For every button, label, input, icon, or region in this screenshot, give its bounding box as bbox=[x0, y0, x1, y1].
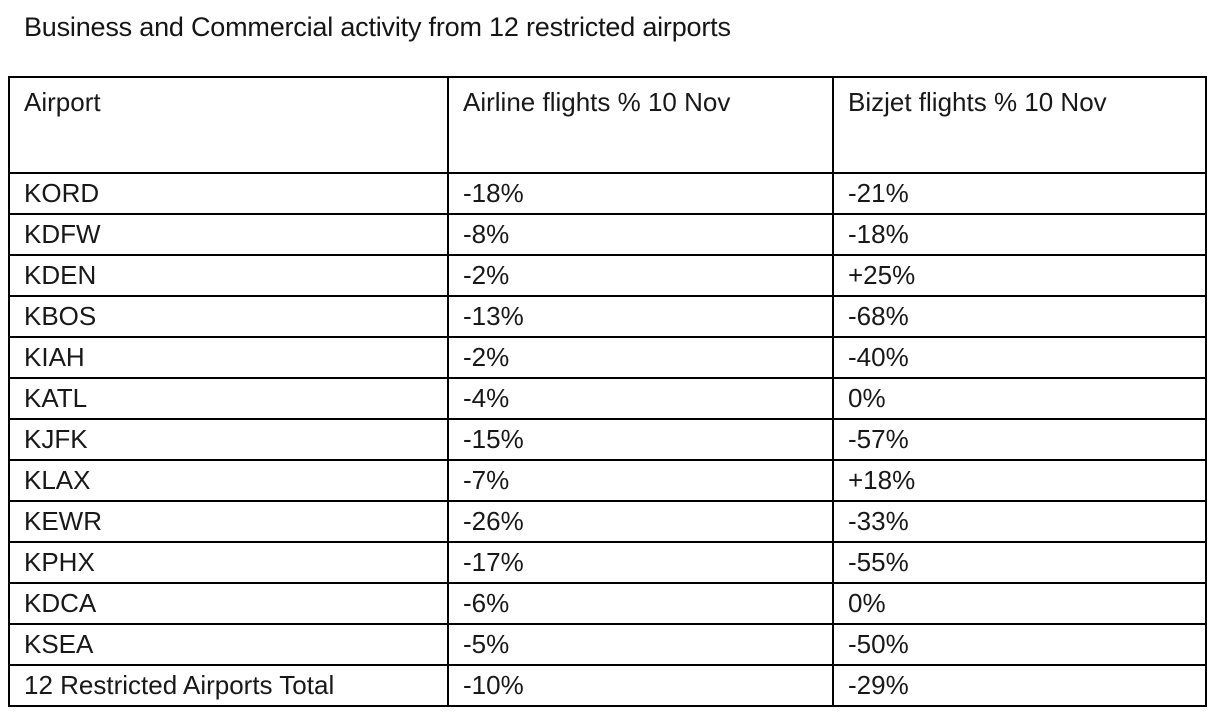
bizjet-flights-cell: +25% bbox=[832, 254, 1207, 297]
airport-cell: KLAX bbox=[8, 459, 449, 502]
airline-flights-cell: -2% bbox=[447, 336, 834, 379]
airline-flights-cell: -17% bbox=[447, 541, 834, 584]
table-header-row: Airport Airline flights % 10 Nov Bizjet fl… bbox=[8, 76, 1207, 174]
page-title: Business and Commercial activity from 12… bbox=[24, 12, 731, 42]
table-row: KJFK -15% -57% bbox=[8, 418, 1207, 461]
column-header: Airline flights % 10 Nov bbox=[447, 76, 834, 174]
airport-cell: KEWR bbox=[8, 500, 449, 543]
airline-flights-cell: -4% bbox=[447, 377, 834, 420]
column-header: Airport bbox=[8, 76, 449, 174]
bizjet-flights-cell: -33% bbox=[832, 500, 1207, 543]
airline-flights-cell: -26% bbox=[447, 500, 834, 543]
airline-flights-cell: -13% bbox=[447, 295, 834, 338]
airport-cell: 12 Restricted Airports Total bbox=[8, 664, 449, 707]
bizjet-flights-cell: -18% bbox=[832, 213, 1207, 256]
airport-cell: KDCA bbox=[8, 582, 449, 625]
table-total-row: 12 Restricted Airports Total -10% -29% bbox=[8, 664, 1207, 707]
airline-flights-cell: -2% bbox=[447, 254, 834, 297]
airport-cell: KATL bbox=[8, 377, 449, 420]
table-row: KEWR -26% -33% bbox=[8, 500, 1207, 543]
table-row: KATL -4% 0% bbox=[8, 377, 1207, 420]
airport-cell: KDEN bbox=[8, 254, 449, 297]
bizjet-flights-cell: +18% bbox=[832, 459, 1207, 502]
airline-flights-cell: -5% bbox=[447, 623, 834, 666]
table-row: KIAH -2% -40% bbox=[8, 336, 1207, 379]
bizjet-flights-cell: -55% bbox=[832, 541, 1207, 584]
bizjet-flights-cell: -68% bbox=[832, 295, 1207, 338]
table-row: KDFW -8% -18% bbox=[8, 213, 1207, 256]
airport-cell: KBOS bbox=[8, 295, 449, 338]
airline-flights-cell: -15% bbox=[447, 418, 834, 461]
bizjet-flights-cell: 0% bbox=[832, 377, 1207, 420]
table-row: KSEA -5% -50% bbox=[8, 623, 1207, 666]
bizjet-flights-cell: 0% bbox=[832, 582, 1207, 625]
table-row: KORD -18% -21% bbox=[8, 172, 1207, 215]
airport-cell: KORD bbox=[8, 172, 449, 215]
bizjet-flights-cell: -57% bbox=[832, 418, 1207, 461]
airline-flights-cell: -6% bbox=[447, 582, 834, 625]
airline-flights-cell: -18% bbox=[447, 172, 834, 215]
column-header: Bizjet flights % 10 Nov bbox=[832, 76, 1207, 174]
airport-cell: KJFK bbox=[8, 418, 449, 461]
bizjet-flights-cell: -29% bbox=[832, 664, 1207, 707]
bizjet-flights-cell: -21% bbox=[832, 172, 1207, 215]
airport-cell: KDFW bbox=[8, 213, 449, 256]
airport-cell: KPHX bbox=[8, 541, 449, 584]
bizjet-flights-cell: -50% bbox=[832, 623, 1207, 666]
airline-flights-cell: -8% bbox=[447, 213, 834, 256]
airport-activity-table: Airport Airline flights % 10 Nov Bizjet fl… bbox=[8, 76, 1207, 707]
table-row: KLAX -7% +18% bbox=[8, 459, 1207, 502]
airline-flights-cell: -10% bbox=[447, 664, 834, 707]
bizjet-flights-cell: -40% bbox=[832, 336, 1207, 379]
table-row: KDEN -2% +25% bbox=[8, 254, 1207, 297]
table-row: KDCA -6% 0% bbox=[8, 582, 1207, 625]
table-row: KPHX -17% -55% bbox=[8, 541, 1207, 584]
airport-cell: KIAH bbox=[8, 336, 449, 379]
table-row: KBOS -13% -68% bbox=[8, 295, 1207, 338]
airline-flights-cell: -7% bbox=[447, 459, 834, 502]
airport-cell: KSEA bbox=[8, 623, 449, 666]
